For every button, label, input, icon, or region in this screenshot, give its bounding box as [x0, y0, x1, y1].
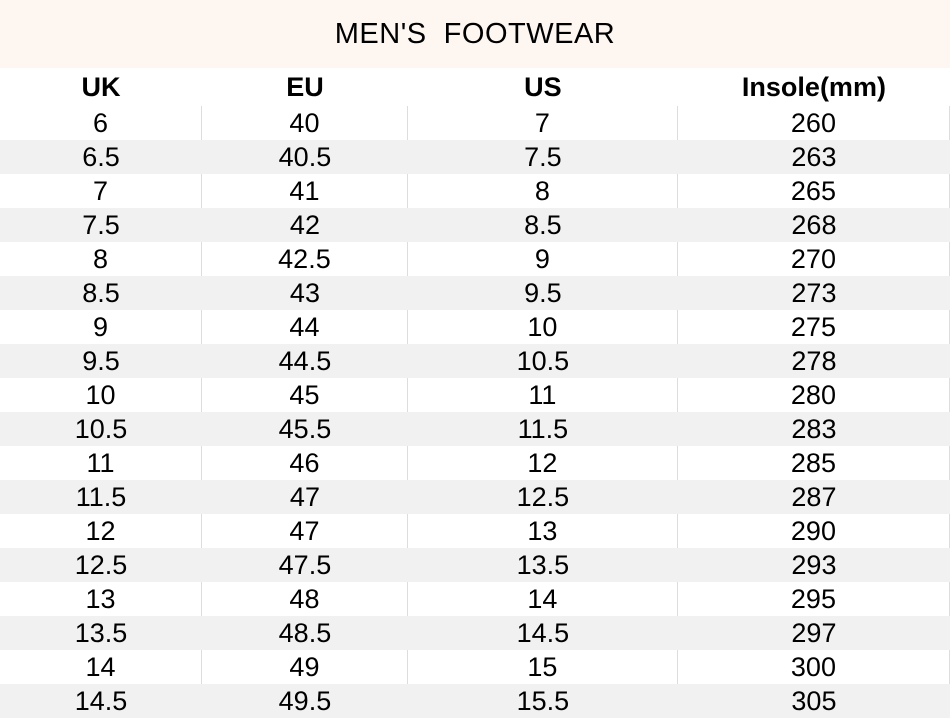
cell-insole: 268: [791, 210, 837, 240]
cell-insole: 287: [791, 482, 837, 512]
cell-insole: 275: [678, 310, 950, 344]
cell-insole: 290: [678, 514, 950, 548]
cell-insole: 273: [791, 278, 837, 308]
cell-eu: 49.5: [278, 686, 332, 716]
cell-us: 10.5: [516, 346, 570, 376]
cell-us: 14: [408, 582, 678, 616]
cell-eu: 43: [289, 278, 320, 308]
cell-us: 11.5: [517, 414, 569, 444]
cell-us: 14.5: [516, 618, 570, 648]
cell-insole: 278: [791, 346, 837, 376]
cell-us: 8: [408, 174, 678, 208]
header-cell-uk: UK: [81, 72, 121, 102]
table-row: 7 41 8 265: [0, 174, 950, 208]
cell-uk: 12.5: [74, 550, 128, 580]
title-band: MEN'S FOOTWEAR: [0, 0, 950, 68]
cell-insole: 297: [791, 618, 837, 648]
cell-eu: 42: [289, 210, 320, 240]
cell-eu: 45.5: [278, 414, 332, 444]
cell-eu: 49: [202, 650, 408, 684]
cell-insole: 300: [678, 650, 950, 684]
cell-eu: 41: [202, 174, 408, 208]
cell-uk: 14: [0, 650, 202, 684]
table-row: 6 40 7 260: [0, 106, 950, 140]
table-row: 6.5 40.5 7.5 263: [0, 140, 950, 174]
table-row: 11 46 12 285: [0, 446, 950, 480]
cell-eu: 40.5: [278, 142, 332, 172]
table-row: 10.5 45.5 11.5 283: [0, 412, 950, 446]
cell-eu: 48.5: [278, 618, 332, 648]
cell-eu: 46: [202, 446, 408, 480]
cell-uk: 6: [0, 106, 202, 140]
cell-us: 9.5: [524, 278, 562, 308]
cell-us: 12.5: [516, 482, 570, 512]
cell-uk: 8: [0, 242, 202, 276]
cell-insole: 285: [678, 446, 950, 480]
cell-us: 10: [408, 310, 678, 344]
cell-eu: 44.5: [278, 346, 332, 376]
cell-uk: 13: [0, 582, 202, 616]
cell-insole: 265: [678, 174, 950, 208]
table-row: 7.5 42 8.5 268: [0, 208, 950, 242]
table-row: 11.5 47 12.5 287: [0, 480, 950, 514]
table-row: 8.5 43 9.5 273: [0, 276, 950, 310]
cell-us: 15.5: [516, 686, 570, 716]
table-body: 6 40 7 260 6.5 40.5 7.5 263 7 41 8 265 7.5 42 8.5 268 8 4…: [0, 106, 950, 718]
page-title: MEN'S FOOTWEAR: [334, 17, 616, 50]
cell-insole: 305: [791, 686, 837, 716]
cell-insole: 263: [791, 142, 837, 172]
table-row: 12 47 13 290: [0, 514, 950, 548]
table-row: 9.5 44.5 10.5 278: [0, 344, 950, 378]
table-row: 12.5 47.5 13.5 293: [0, 548, 950, 582]
cell-us: 13: [408, 514, 678, 548]
cell-us: 9: [408, 242, 678, 276]
table-row: 9 44 10 275: [0, 310, 950, 344]
cell-uk: 10: [0, 378, 202, 412]
table-row: 8 42.5 9 270: [0, 242, 950, 276]
cell-us: 13.5: [516, 550, 570, 580]
cell-uk: 10.5: [74, 414, 128, 444]
cell-eu: 48: [202, 582, 408, 616]
cell-us: 11: [408, 378, 678, 412]
cell-uk: 8.5: [82, 278, 120, 308]
cell-eu: 44: [202, 310, 408, 344]
cell-eu: 42.5: [202, 242, 408, 276]
cell-uk: 11: [0, 446, 202, 480]
table-row: 13.5 48.5 14.5 297: [0, 616, 950, 650]
cell-eu: 47.5: [278, 550, 332, 580]
size-table: UK EU US Insole(mm) 6 40 7 260 6.5 40.5 7.5 263…: [0, 68, 950, 718]
cell-uk: 11.5: [75, 482, 127, 512]
cell-uk: 9.5: [82, 346, 120, 376]
cell-us: 15: [408, 650, 678, 684]
header-cell-us: US: [524, 72, 562, 102]
header-cell-eu: EU: [286, 72, 324, 102]
cell-us: 7.5: [524, 142, 562, 172]
cell-uk: 12: [0, 514, 202, 548]
cell-insole: 260: [678, 106, 950, 140]
cell-eu: 47: [289, 482, 320, 512]
table-row: 10 45 11 280: [0, 378, 950, 412]
cell-us: 8.5: [524, 210, 562, 240]
cell-insole: 280: [678, 378, 950, 412]
cell-eu: 45: [202, 378, 408, 412]
cell-insole: 293: [791, 550, 837, 580]
cell-eu: 47: [202, 514, 408, 548]
cell-insole: 295: [678, 582, 950, 616]
cell-insole: 270: [678, 242, 950, 276]
cell-uk: 6.5: [82, 142, 120, 172]
cell-eu: 40: [202, 106, 408, 140]
table-row: 14 49 15 300: [0, 650, 950, 684]
cell-uk: 13.5: [74, 618, 128, 648]
cell-us: 7: [408, 106, 678, 140]
table-header-row: UK EU US Insole(mm): [0, 68, 950, 106]
cell-uk: 9: [0, 310, 202, 344]
table-row: 13 48 14 295: [0, 582, 950, 616]
table-row: 14.5 49.5 15.5 305: [0, 684, 950, 718]
cell-insole: 283: [791, 414, 837, 444]
cell-uk: 7: [0, 174, 202, 208]
cell-uk: 7.5: [82, 210, 120, 240]
cell-us: 12: [408, 446, 678, 480]
header-cell-insole: Insole(mm): [741, 72, 886, 102]
cell-uk: 14.5: [74, 686, 128, 716]
